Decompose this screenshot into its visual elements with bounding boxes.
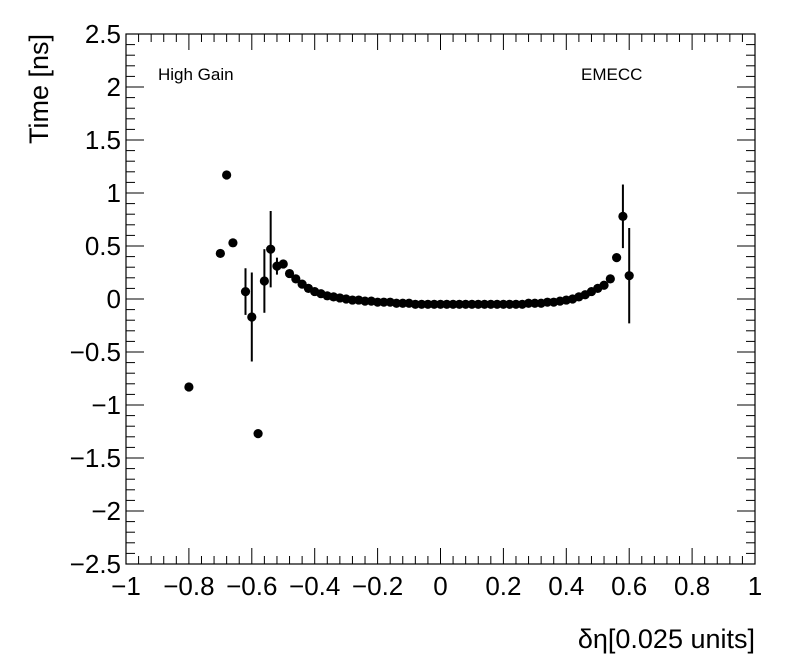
- data-point: [240, 286, 251, 297]
- x-tick-label: −0.8: [163, 571, 214, 601]
- data-point: [347, 295, 358, 305]
- y-tick-label: −2.5: [70, 549, 121, 579]
- data-point: [266, 244, 276, 254]
- data-point: [605, 274, 615, 284]
- data-point: [284, 268, 295, 279]
- data-point: [454, 299, 464, 309]
- x-tick-label: −0.4: [289, 571, 340, 601]
- y-tick-label: −0.5: [70, 337, 121, 367]
- data-point: [410, 299, 420, 309]
- y-tick-label: 0.5: [85, 231, 121, 261]
- y-tick-label: 1.5: [85, 125, 121, 155]
- data-point: [259, 276, 269, 286]
- y-tick-label: −1.5: [70, 443, 121, 473]
- y-tick-label: −2: [91, 496, 121, 526]
- data-point: [461, 299, 471, 309]
- x-tick-label: −0.6: [226, 571, 277, 601]
- data-point: [624, 271, 634, 281]
- note-left: High Gain: [158, 65, 234, 84]
- y-tick-label: 2: [107, 72, 121, 102]
- x-tick-label: 1: [748, 571, 762, 601]
- data-point: [618, 211, 628, 221]
- x-tick-label: 0.4: [548, 571, 584, 601]
- data-point: [505, 299, 515, 309]
- y-axis-title: Time [ns]: [24, 34, 54, 144]
- data-point: [467, 299, 477, 309]
- data-point: [247, 312, 257, 322]
- x-axis-title: δη[0.025 units]: [578, 624, 755, 654]
- data-point: [184, 382, 194, 392]
- data-point: [360, 296, 370, 306]
- data-points: [184, 170, 634, 439]
- data-point: [423, 299, 433, 309]
- axis-ticks: [125, 33, 756, 565]
- data-point: [215, 248, 225, 259]
- data-point: [253, 429, 263, 439]
- data-point: [435, 299, 446, 309]
- x-tick-label: −0.2: [352, 571, 403, 601]
- y-tick-label: 2.5: [85, 19, 121, 49]
- x-tick-label: 0: [433, 571, 447, 601]
- data-point: [530, 298, 540, 308]
- x-tick-label: −1: [111, 571, 141, 601]
- note-right: EMECC: [581, 65, 642, 84]
- x-tick-label: 0.2: [485, 571, 521, 601]
- data-point: [511, 299, 521, 309]
- data-point: [498, 299, 508, 309]
- data-point: [442, 299, 452, 309]
- y-tick-label: −1: [91, 390, 121, 420]
- data-point: [542, 297, 553, 307]
- data-point: [228, 238, 238, 248]
- data-point: [278, 259, 288, 269]
- data-point: [486, 299, 496, 309]
- y-tick-label: 0: [107, 284, 121, 314]
- data-point: [473, 299, 483, 309]
- data-point: [599, 280, 609, 290]
- data-point: [523, 298, 534, 308]
- data-point: [612, 253, 622, 263]
- data-point: [222, 170, 232, 180]
- x-tick-label: 0.6: [611, 571, 647, 601]
- data-point: [417, 299, 427, 309]
- y-tick-label: 1: [107, 178, 121, 208]
- x-tick-label: 0.8: [674, 571, 710, 601]
- data-point: [429, 299, 439, 309]
- data-point: [398, 298, 408, 308]
- data-point: [479, 299, 490, 309]
- data-point: [448, 299, 458, 309]
- axis-tick-labels: −1 −0.8 −0.6 −0.4 −0.2 0 0.2 0.4 0.6 0.8 1 −2.5 −2 −1…: [70, 19, 763, 601]
- data-point: [291, 274, 301, 284]
- data-point: [492, 299, 502, 309]
- data-point: [379, 297, 389, 307]
- data-point: [391, 298, 402, 308]
- data-point: [373, 297, 383, 307]
